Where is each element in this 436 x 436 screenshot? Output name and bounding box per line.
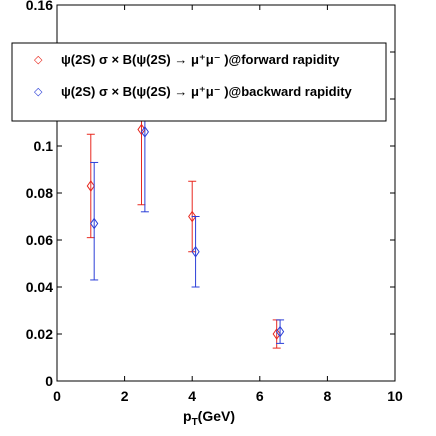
legend-marker-backward: ◇	[34, 85, 43, 98]
x-tick-label: 2	[121, 388, 129, 404]
x-axis-label: pT(GeV)	[183, 408, 235, 428]
data-point-marker	[191, 245, 200, 258]
y-tick-label: 0.08	[26, 185, 53, 201]
legend: ◇ ψ(2S) σ × B(ψ(2S) → μ⁺μ⁻ )@forward rap…	[11, 42, 387, 122]
legend-label-backward: ψ(2S) σ × B(ψ(2S) → μ⁺μ⁻ )@backward rapi…	[61, 84, 353, 99]
x-axis-label-sub: T	[192, 417, 198, 428]
y-tick-label: 0.06	[26, 232, 53, 248]
x-tick-label: 8	[324, 388, 332, 404]
data-point-marker	[275, 325, 285, 338]
data-point-marker	[188, 210, 197, 223]
x-tick-label: 0	[53, 388, 61, 404]
y-tick-label: 0	[45, 373, 53, 389]
x-tick-label: 4	[188, 388, 196, 404]
y-tick-label: 0.02	[26, 326, 53, 342]
x-axis-label-main: p	[183, 408, 192, 424]
data-point-marker	[86, 180, 95, 192]
y-tick-label: 0.16	[26, 0, 53, 13]
legend-label-forward: ψ(2S) σ × B(ψ(2S) → μ⁺μ⁻ )@forward rapid…	[61, 52, 340, 67]
data-point-marker	[272, 328, 281, 340]
x-tick-label: 6	[256, 388, 264, 404]
data-point-marker	[90, 217, 99, 230]
legend-box	[11, 42, 387, 122]
y-tick-label: 0.1	[34, 138, 54, 154]
y-tick-label: 0.04	[26, 279, 53, 295]
legend-marker-forward: ◇	[34, 53, 43, 66]
data-point-marker	[140, 126, 149, 138]
x-axis-label-rest: (GeV)	[198, 408, 235, 424]
x-tick-label: 10	[387, 388, 403, 404]
